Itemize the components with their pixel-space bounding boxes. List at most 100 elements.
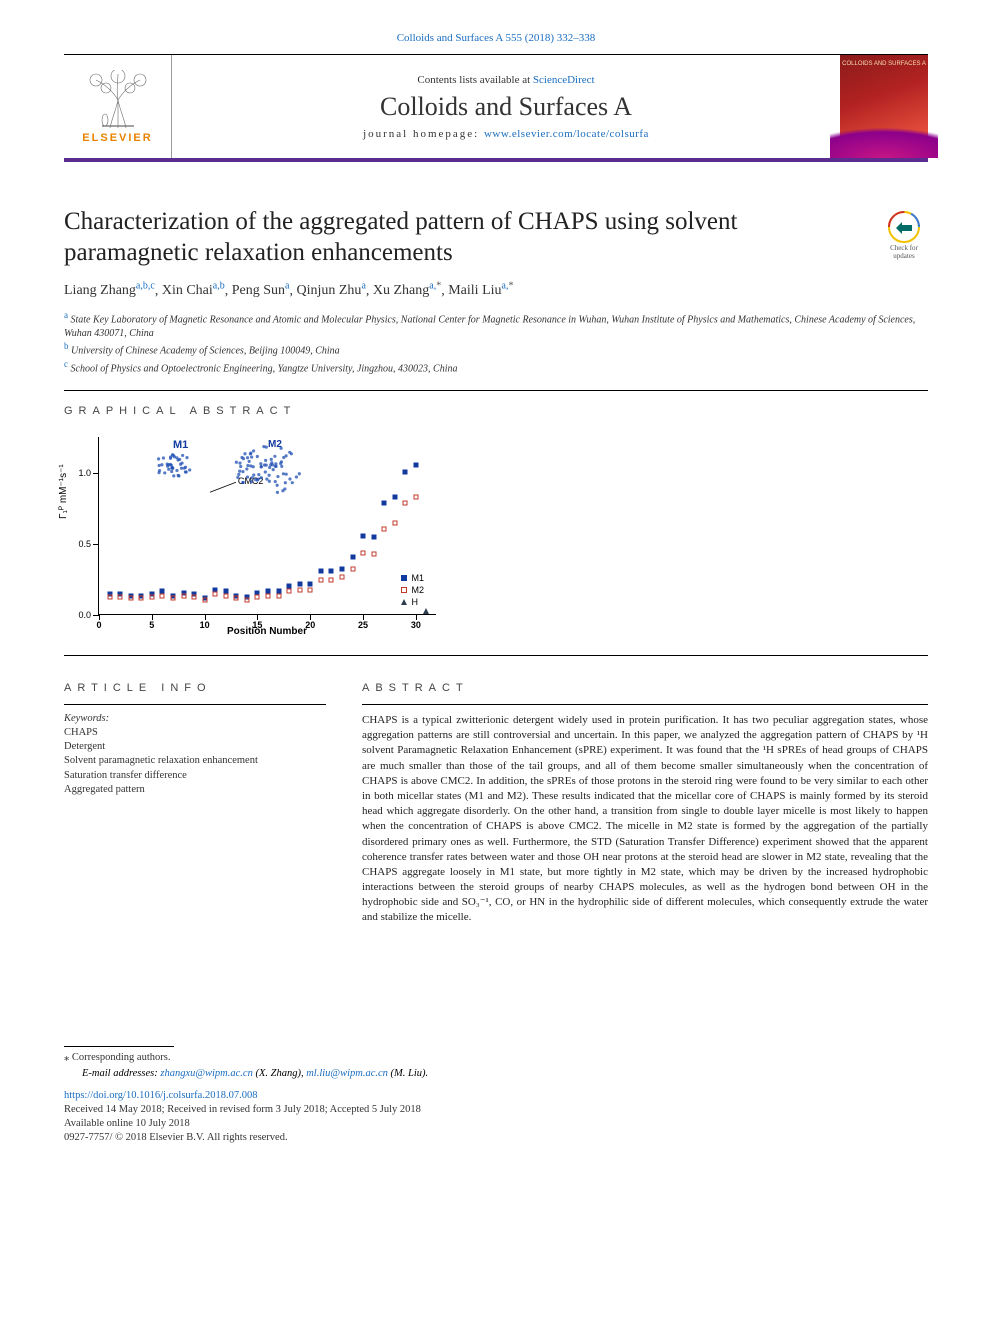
legend-item: H [401,596,424,608]
data-point [213,592,218,597]
data-point [118,595,123,600]
data-point [244,597,249,602]
contents-line: Contents lists available at ScienceDirec… [417,74,594,86]
graphical-abstract-heading: GRAPHICAL ABSTRACT [64,405,928,417]
journal-citation[interactable]: Colloids and Surfaces A 555 (2018) 332–3… [64,32,928,44]
homepage-link[interactable]: www.elsevier.com/locate/colsurfa [484,128,649,140]
authors: Liang Zhanga,b,c, Xin Chaia,b, Peng Suna… [64,281,928,300]
history-line: Available online 10 July 2018 [64,1117,928,1131]
data-point [392,495,397,500]
data-point [308,582,313,587]
journal-cover-thumb: COLLOIDS AND SURFACES A [840,55,928,158]
journal-header: ELSEVIER Contents lists available at Sci… [64,54,928,162]
keyword: Solvent paramagnetic relaxation enhancem… [64,754,326,768]
email-who: (X. Zhang) [255,1068,301,1079]
article-history: Received 14 May 2018; Received in revise… [64,1103,928,1146]
data-point [339,575,344,580]
data-point [234,596,239,601]
data-point [192,595,197,600]
journal-name: Colloids and Surfaces A [380,92,632,122]
check-updates-badge[interactable]: Check for updates [880,210,928,260]
sciencedirect-link[interactable]: ScienceDirect [533,74,595,86]
data-point [202,597,207,602]
data-point [329,577,334,582]
data-point [128,596,133,601]
data-point [371,552,376,557]
data-point [413,495,418,500]
data-point [350,555,355,560]
author: Xin Chaia,b [162,283,225,298]
data-point [329,569,334,574]
data-point [361,533,366,538]
crossmark-icon [887,210,921,244]
author: Peng Suna [232,283,290,298]
footer: ⁎ Corresponding authors. E-mail addresse… [64,1046,928,1146]
affiliations: a State Key Laboratory of Magnetic Reson… [64,309,928,376]
affiliation: a State Key Laboratory of Magnetic Reson… [64,309,928,340]
chart-plot-area: 0.00.51.0051015202530M1M2HM1M2CMC2 [98,437,436,615]
data-point [297,587,302,592]
data-point [276,593,281,598]
history-line: 0927-7757/ © 2018 Elsevier B.V. All righ… [64,1131,928,1145]
keyword: Saturation transfer difference [64,769,326,783]
data-point [287,583,292,588]
data-point [339,566,344,571]
data-point [318,577,323,582]
keyword: CHAPS [64,726,326,740]
author: Qinjun Zhua [296,283,365,298]
data-point [403,501,408,506]
keyword: Aggregated pattern [64,783,326,797]
ytick-label: 1.0 [78,468,91,478]
email-label: E-mail addresses: [82,1068,160,1079]
cmc2-label: CMC2 [238,476,264,486]
data-point [149,595,154,600]
data-point [403,469,408,474]
data-point [371,535,376,540]
ytick [93,544,99,545]
micelle-label: M1 [173,439,188,451]
article-info-heading: ARTICLE INFO [64,682,326,694]
homepage-line: journal homepage: www.elsevier.com/locat… [363,128,649,140]
affiliation: c School of Physics and Optoelectronic E… [64,358,928,376]
header-center: Contents lists available at ScienceDirec… [172,55,840,158]
keywords-heading: Keywords: [64,713,326,724]
data-point [361,550,366,555]
author: Liang Zhanga,b,c [64,283,155,298]
data-point [413,462,418,467]
ytick [93,473,99,474]
keywords-list: CHAPSDetergentSolvent paramagnetic relax… [64,726,326,797]
chart-legend: M1M2H [401,572,424,608]
data-point [223,593,228,598]
email-link[interactable]: ml.liu@wipm.ac.cn [306,1068,388,1079]
elsevier-tree-icon [82,70,154,130]
publisher-wordmark: ELSEVIER [82,132,152,144]
data-point [382,501,387,506]
micelle-label: M2 [268,439,282,450]
data-point [170,596,175,601]
legend-item: M2 [401,584,424,596]
corresponding-authors: ⁎ Corresponding authors. [64,1051,928,1065]
author: Xu Zhanga,* [373,283,441,298]
cover-swoosh [830,104,938,158]
graphical-abstract-figure: Γ₁ᴾ mM⁻¹s⁻¹ 0.00.51.0051015202530M1M2HM1… [64,427,444,637]
chart-xlabel: Position Number [98,626,436,637]
email-link[interactable]: zhangxu@wipm.ac.cn [160,1068,252,1079]
data-point [266,593,271,598]
email-who: (M. Liu) [391,1068,426,1079]
article-title: Characterization of the aggregated patte… [64,206,856,269]
homepage-pre: journal homepage: [363,128,484,140]
data-point [308,587,313,592]
doi-link[interactable]: https://doi.org/10.1016/j.colsurfa.2018.… [64,1089,928,1103]
ytick-label: 0.0 [78,610,91,620]
corr-text: Corresponding authors. [69,1052,170,1063]
check-updates-text: Check for updates [890,244,918,260]
data-point [423,608,429,614]
data-point [160,593,165,598]
keyword: Detergent [64,740,326,754]
abstract-text: CHAPS is a typical zwitterionic detergen… [362,713,928,925]
data-point [318,569,323,574]
email-line: E-mail addresses: zhangxu@wipm.ac.cn (X.… [82,1067,928,1081]
cover-caption: COLLOIDS AND SURFACES A [840,61,928,68]
data-point [107,595,112,600]
data-point [181,593,186,598]
